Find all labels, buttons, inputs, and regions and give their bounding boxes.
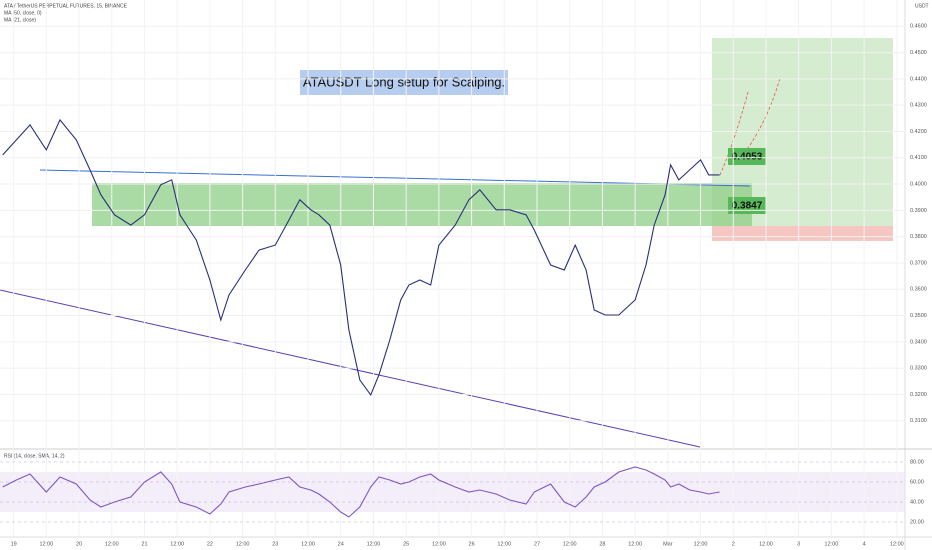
x-tick-label: 25	[403, 541, 409, 547]
symbol-title: ATA / TetherUS PERPETUAL FUTURES, 15, BI…	[4, 3, 128, 9]
y-tick-label: 0.3500	[910, 313, 927, 319]
trendline	[39, 169, 751, 187]
y-tick-label: 0.4100	[910, 155, 927, 161]
x-tick-label: 12:00	[628, 541, 642, 547]
level-label: 0.3847	[732, 201, 763, 212]
y-tick-label: 0.3200	[910, 392, 927, 398]
y-tick-label: 0.3900	[910, 208, 927, 214]
x-tick-label: 24	[338, 541, 344, 547]
x-tick-label: 28	[599, 541, 605, 547]
x-tick-label: 27	[534, 541, 540, 547]
x-tick-label: 12:00	[825, 541, 839, 547]
level-box	[728, 148, 766, 165]
x-tick-label: 22	[207, 541, 213, 547]
y-tick-label: 0.4200	[910, 129, 927, 135]
x-tick-label: 21	[141, 541, 147, 547]
y-tick-label: 0.3800	[910, 234, 927, 240]
x-tick-label: 2	[732, 541, 735, 547]
x-tick-label: 12:00	[39, 541, 53, 547]
x-tick-label: 12:00	[890, 541, 904, 547]
annotation: ATAUSDT Long setup for Scalping.	[303, 74, 505, 89]
x-tick-label: 3	[797, 541, 800, 547]
x-tick-label: 12:00	[236, 541, 250, 547]
x-tick-label: 12:00	[105, 541, 119, 547]
y-tick-label: 80.00	[910, 459, 924, 465]
y-tick-label: 0.4400	[910, 76, 927, 82]
y-tick-label: 0.4300	[910, 103, 927, 109]
level-label: 0.4053	[732, 152, 763, 163]
y-tick-label: 40.00	[910, 499, 924, 505]
x-tick-label: 23	[272, 541, 278, 547]
rsi-title: RSI (14, close, SMA, 14, 2)	[4, 453, 65, 459]
y-tick-label: 20.00	[910, 519, 924, 525]
x-tick-label: 12:00	[367, 541, 381, 547]
x-tick-label: 12:00	[432, 541, 446, 547]
indicator-label: MA (21, close)	[4, 17, 36, 23]
y-tick-label: 0.3300	[910, 366, 927, 372]
y-tick-label: 0.3700	[910, 260, 927, 266]
long-stop-zone	[712, 226, 893, 241]
y-tick-label: 60.00	[910, 479, 924, 485]
projection-arrow	[734, 77, 781, 166]
x-tick-label: 20	[76, 541, 82, 547]
support-zone	[92, 183, 752, 226]
y-tick-label: 0.3600	[910, 287, 927, 293]
currency-label: USDT	[915, 3, 929, 9]
series-line	[2, 466, 720, 518]
x-tick-label: Mar	[663, 541, 673, 547]
x-tick-label: 12:00	[759, 541, 773, 547]
y-tick-label: 0.4500	[910, 50, 927, 56]
x-tick-label: 26	[469, 541, 475, 547]
y-tick-label: 0.3100	[910, 418, 927, 424]
x-tick-label: 4	[863, 541, 866, 547]
title-box	[300, 70, 508, 95]
y-tick-label: 0.4000	[910, 182, 927, 188]
y-tick-label: 0.4600	[910, 24, 927, 30]
indicator-label: MA (50, close, 0)	[4, 10, 42, 16]
x-tick-label: 12:00	[563, 541, 577, 547]
projection-arrow	[719, 91, 749, 176]
x-tick-label: 12:00	[170, 541, 184, 547]
x-tick-label: 12:00	[497, 541, 511, 547]
x-tick-label: 12:00	[301, 541, 315, 547]
y-tick-label: 0.3400	[910, 339, 927, 345]
level-box	[728, 197, 766, 214]
x-tick-label: 12:00	[694, 541, 708, 547]
series-line	[2, 118, 720, 397]
x-tick-label: 19	[11, 541, 17, 547]
